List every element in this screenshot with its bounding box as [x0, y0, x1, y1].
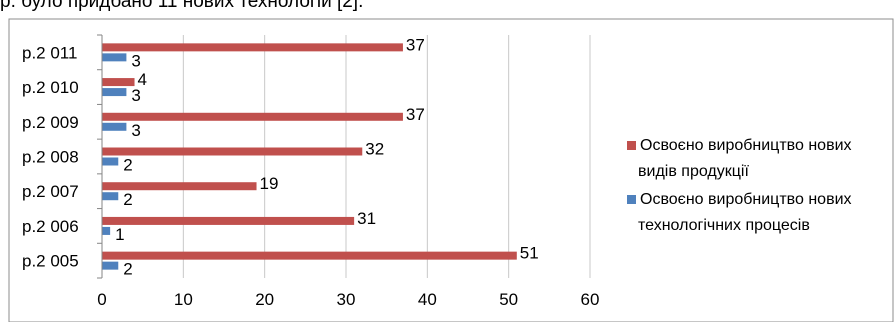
- bar-new-products: [102, 216, 355, 225]
- legend-label: видів продукції: [638, 163, 749, 180]
- data-label-new-products: 4: [138, 70, 147, 89]
- bar-new-products: [102, 182, 257, 191]
- category-axis: р.2 005 р.2 006 р.2 007 р.2 008 р.2 009 р.2 0…: [22, 34, 103, 279]
- y-tick-label: р.2 010: [22, 78, 79, 97]
- y-tick-label: р.2 011: [22, 43, 77, 62]
- bar-new-processes: [102, 53, 127, 62]
- value-axis: 0 10 20 30 40 50 60: [97, 290, 599, 309]
- x-tick-label: 60: [581, 290, 600, 309]
- bar-new-processes: [102, 122, 127, 131]
- bar-new-processes: [102, 192, 119, 201]
- data-label-new-products: 32: [365, 140, 384, 159]
- data-label-new-products: 31: [357, 209, 376, 228]
- legend-label: Освоєно виробництво нових: [640, 137, 852, 154]
- x-tick-label: 20: [255, 290, 274, 309]
- bar-new-products: [102, 112, 403, 121]
- bar-new-products: [102, 147, 363, 156]
- data-label-new-processes: 2: [123, 190, 132, 209]
- x-tick-label: 10: [174, 290, 193, 309]
- page-caption: р. було придбано 11 нових технологій [2]…: [0, 0, 364, 12]
- data-label-new-products: 19: [260, 174, 279, 193]
- x-tick-label: 50: [499, 290, 518, 309]
- data-label-new-products: 37: [406, 35, 425, 54]
- data-label-new-processes: 2: [123, 260, 132, 279]
- y-tick-label: р.2 009: [22, 113, 79, 132]
- y-tick-label: р.2 006: [22, 217, 79, 236]
- y-tick-label: р.2 007: [22, 182, 79, 201]
- bar-new-processes: [102, 88, 127, 97]
- bar-new-processes: [102, 261, 119, 270]
- bar-new-products: [102, 78, 135, 87]
- data-label-new-processes: 3: [131, 121, 140, 140]
- bar-new-products: [102, 251, 517, 260]
- legend-swatch: [627, 195, 636, 204]
- bar-new-processes: [102, 157, 119, 166]
- data-label-new-processes: 3: [131, 86, 140, 105]
- bar-new-processes: [102, 226, 111, 235]
- data-label-new-processes: 3: [131, 51, 140, 70]
- x-tick-label: 0: [97, 290, 106, 309]
- y-tick-label: р.2 005: [22, 252, 79, 271]
- data-label-new-products: 37: [406, 105, 425, 124]
- chart-frame: [8, 18, 894, 322]
- legend-swatch: [627, 141, 636, 150]
- legend-label: технологічних процесів: [638, 217, 810, 234]
- data-label-new-processes: 2: [123, 156, 132, 175]
- legend: Освоєно виробництво нових видів продукції…: [627, 137, 852, 234]
- gridlines: [182, 35, 591, 278]
- legend-label: Освоєно виробництво нових: [640, 191, 852, 208]
- data-label-new-products: 51: [520, 244, 539, 263]
- y-tick-label: р.2 008: [22, 148, 79, 167]
- data-label-new-processes: 1: [115, 225, 124, 244]
- x-tick-label: 30: [337, 290, 356, 309]
- bar-new-products: [102, 43, 403, 52]
- bars: [102, 43, 517, 270]
- x-tick-label: 40: [418, 290, 437, 309]
